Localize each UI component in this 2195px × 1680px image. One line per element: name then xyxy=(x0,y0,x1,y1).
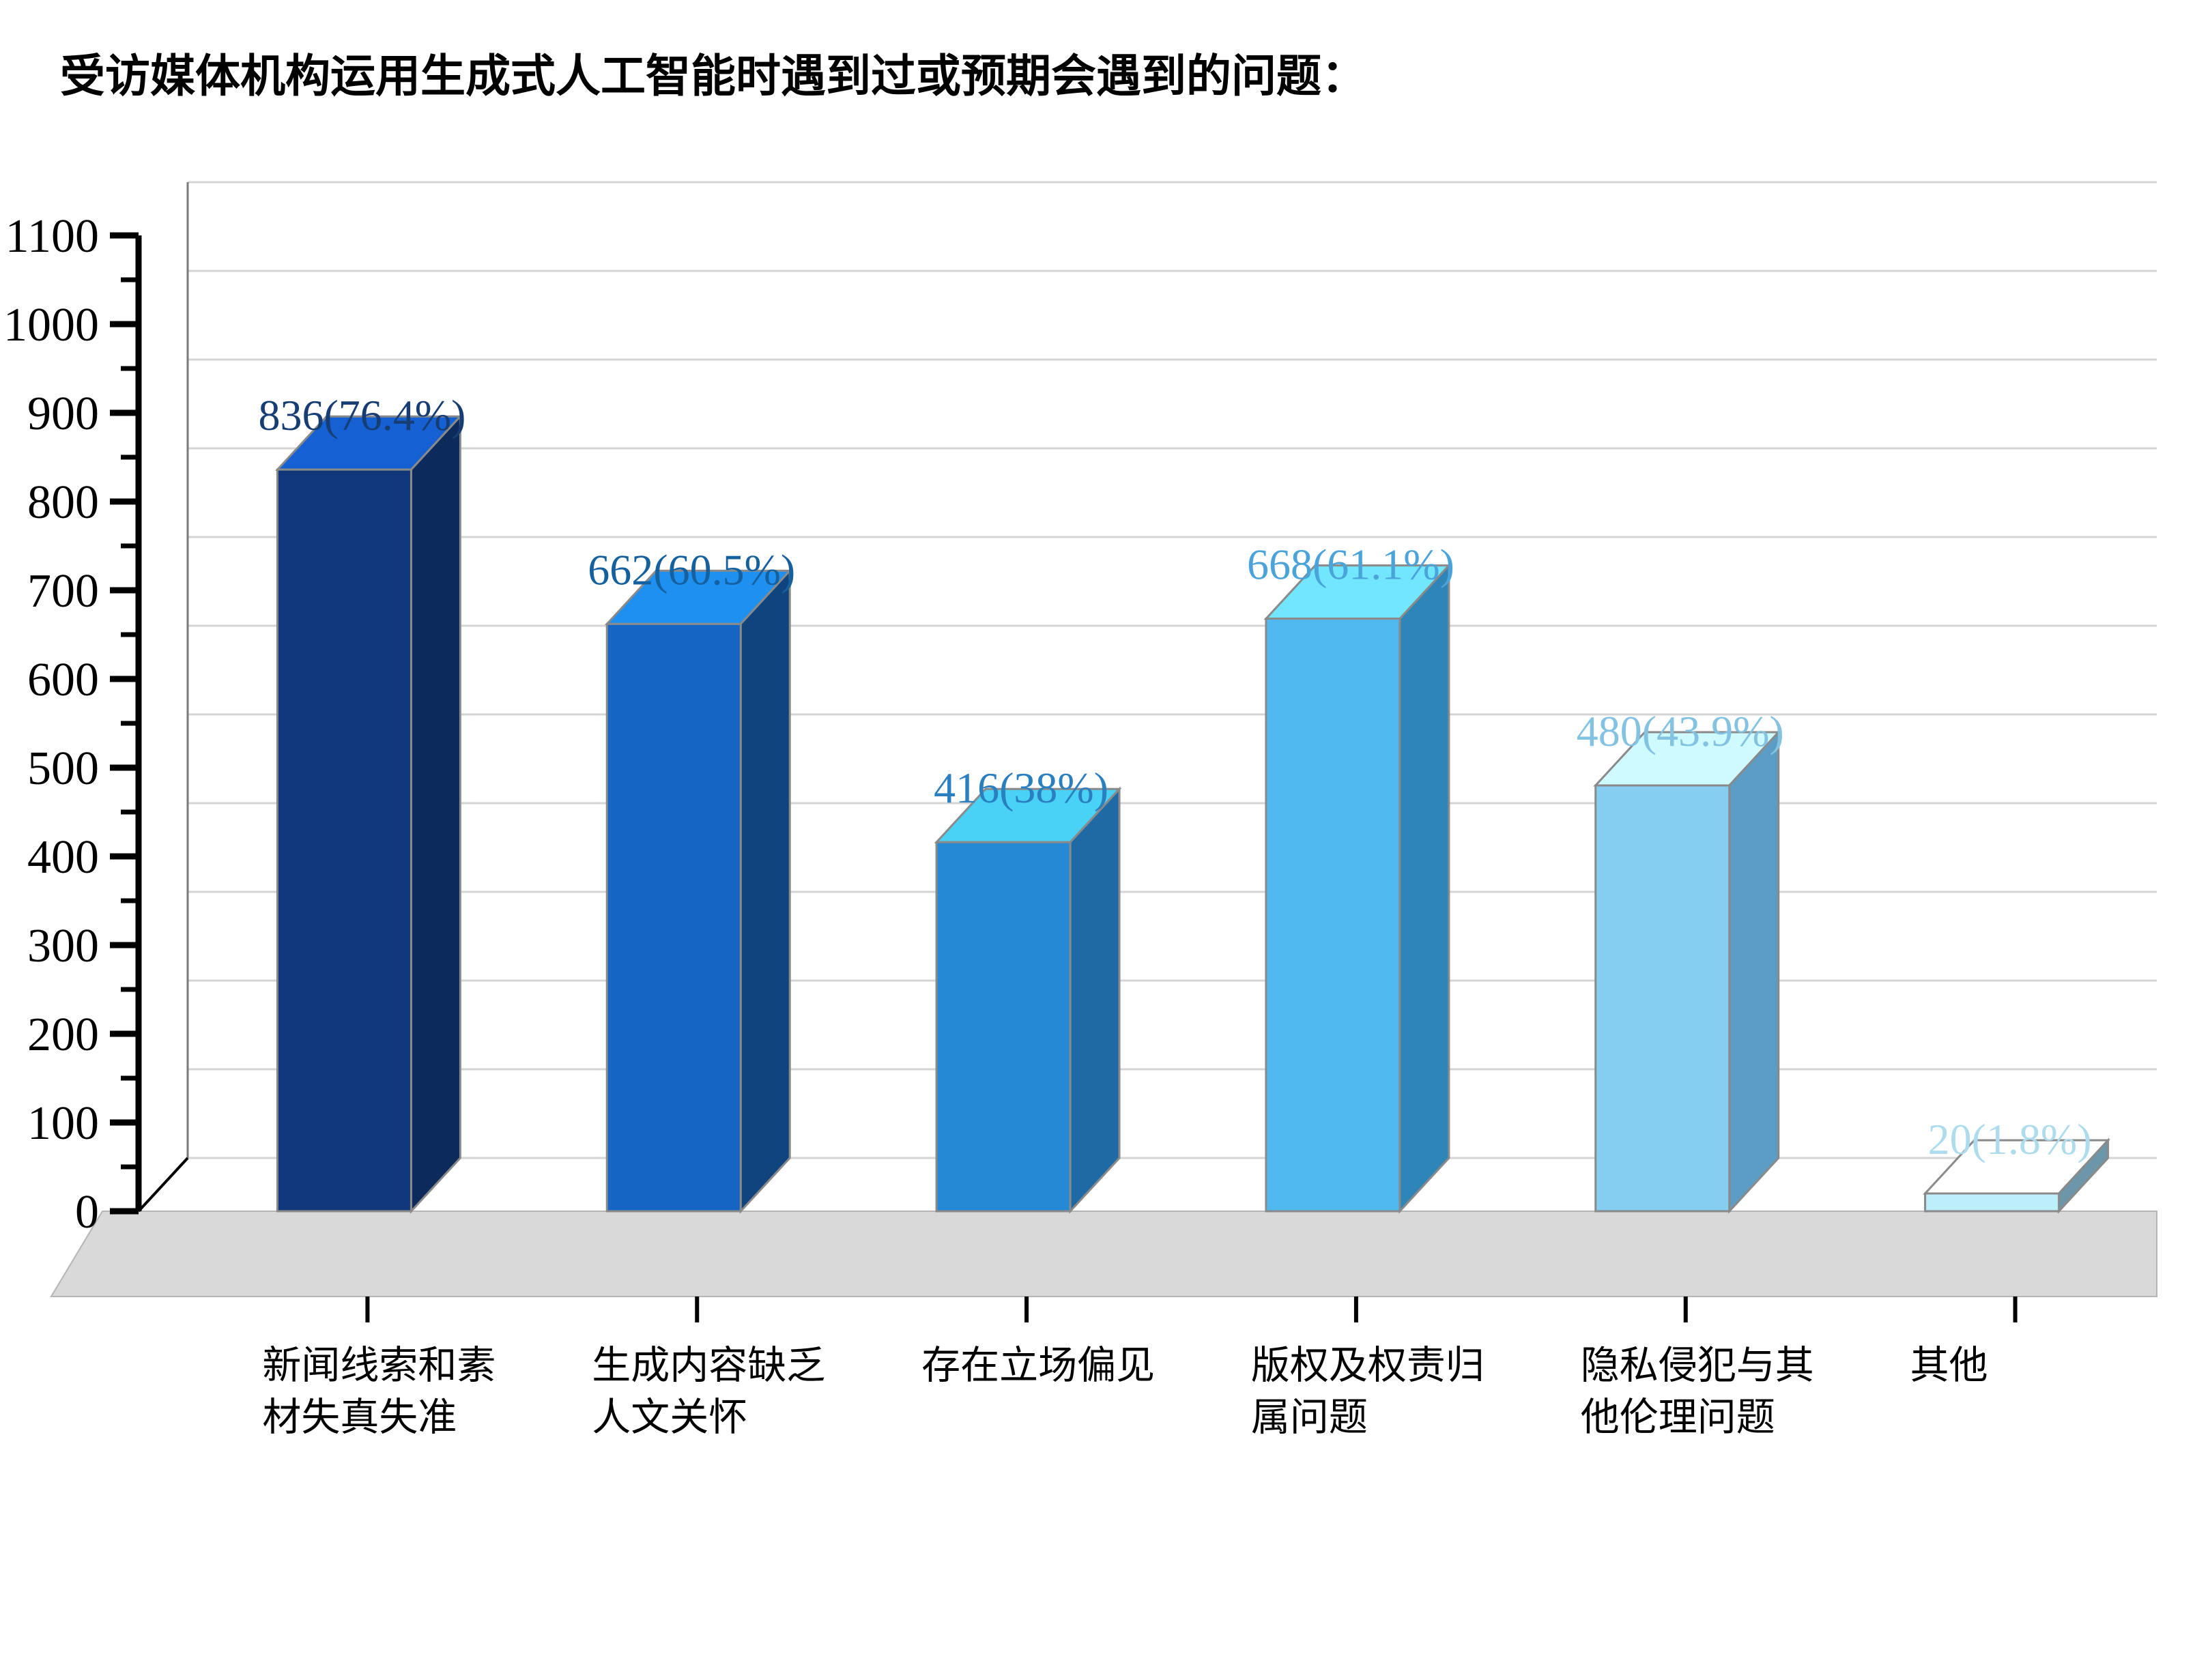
bar-side-face xyxy=(410,414,461,1214)
bar-6 xyxy=(1923,1138,2111,1214)
bar-front-face xyxy=(935,841,1072,1213)
bar-front-face xyxy=(605,622,742,1213)
y-tick-label: 800 xyxy=(27,476,99,529)
bar-front-face xyxy=(1924,1192,2061,1213)
y-tick-label: 300 xyxy=(27,920,99,972)
category-label: 生成内容缺乏 xyxy=(592,1344,825,1387)
bar-value-label: 836(76.4%) xyxy=(258,391,465,439)
y-tick-label: 900 xyxy=(27,388,99,440)
y-tick-label: 0 xyxy=(75,1186,99,1239)
y-tick-label: 500 xyxy=(27,742,99,795)
bar-4 xyxy=(1263,562,1452,1214)
category-label: 他伦理问题 xyxy=(1581,1395,1775,1439)
y-tick-label: 200 xyxy=(27,1009,99,1061)
axis-depth-edge xyxy=(137,1157,189,1213)
category-label: 属问题 xyxy=(1251,1395,1368,1439)
bar-side-face xyxy=(739,568,791,1214)
bar-5 xyxy=(1593,729,1781,1214)
bars-group xyxy=(274,414,2111,1214)
category-label: 存在立场偏见 xyxy=(921,1344,1155,1387)
y-tick-label: 600 xyxy=(27,654,99,706)
bar-value-label: 416(38%) xyxy=(934,764,1108,812)
bar-1 xyxy=(274,414,463,1214)
category-label: 新闻线索和素 xyxy=(262,1344,496,1387)
bar-front-face xyxy=(1265,618,1401,1213)
y-tick-label: 700 xyxy=(27,565,99,618)
gridlines xyxy=(188,181,2157,1159)
bar-side-face xyxy=(1398,562,1450,1214)
value-labels-group: 836(76.4%) 662(60.5%) 416(38%) 668(61.1%) 48… xyxy=(258,391,2091,1163)
category-label: 隐私侵犯与其 xyxy=(1581,1344,1814,1387)
y-tick-label: 1000 xyxy=(3,299,99,351)
y-axis xyxy=(110,182,189,1215)
y-tick-label: 100 xyxy=(27,1097,99,1150)
bar-value-label: 668(61.1%) xyxy=(1247,540,1454,589)
category-label: 人文关怀 xyxy=(592,1395,747,1439)
chart-title: 受访媒体机构运用生成式人工智能时遇到过或预期会遇到的问题： xyxy=(60,50,1366,101)
bar-2 xyxy=(604,568,792,1214)
bar-value-label: 480(43.9%) xyxy=(1577,707,1784,755)
bar-side-face xyxy=(1728,729,1780,1214)
bar-value-label: 662(60.5%) xyxy=(588,545,795,594)
bar-side-face xyxy=(1069,786,1121,1214)
y-tick-label: 1100 xyxy=(5,210,99,263)
bar-front-face xyxy=(1594,784,1731,1213)
bar-front-face xyxy=(276,468,412,1213)
bar-value-label: 20(1.8%) xyxy=(1928,1115,2092,1163)
category-label: 其他 xyxy=(1910,1344,1988,1387)
category-label: 版权及权责归 xyxy=(1251,1344,1484,1387)
bar-3 xyxy=(934,786,1122,1214)
chart-floor xyxy=(50,1211,2157,1297)
category-label: 材失真失准 xyxy=(262,1395,457,1439)
y-tick-label: 400 xyxy=(27,831,99,884)
